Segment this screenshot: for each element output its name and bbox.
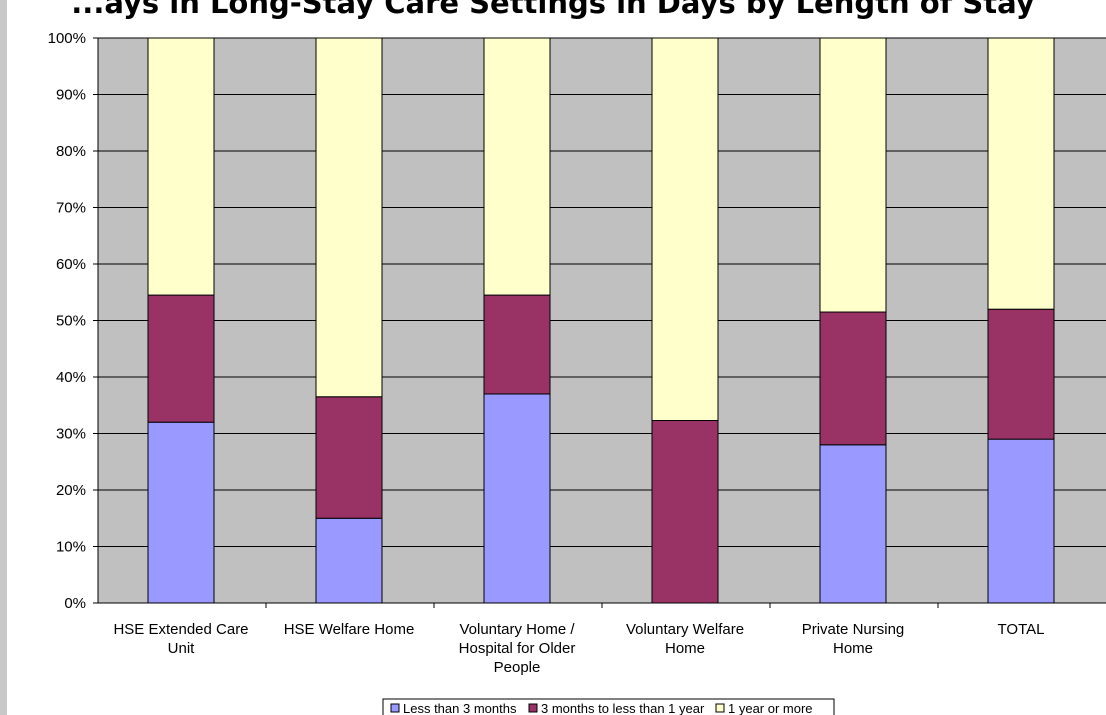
bar-segment <box>987 438 1055 604</box>
legend-label: 3 months to less than 1 year <box>541 701 705 715</box>
y-tick-label: 80% <box>56 143 86 160</box>
legend-label: 1 year or more <box>728 701 813 715</box>
x-category-label: HSE Extended Care <box>113 621 248 638</box>
bar-segment <box>819 311 887 446</box>
bar-segment <box>987 37 1055 310</box>
y-tick-label: 60% <box>56 256 86 273</box>
bar-segment <box>819 444 887 604</box>
chart-title: ...ays in Long-Stay Care Settings in Day… <box>71 0 1035 20</box>
legend-label: Less than 3 months <box>403 701 517 715</box>
x-category-label: TOTAL <box>998 621 1045 638</box>
bar-segment <box>315 517 383 604</box>
y-tick-label: 100% <box>48 30 86 47</box>
y-tick-label: 50% <box>56 313 86 330</box>
y-tick-label: 30% <box>56 426 86 443</box>
x-category-label: Home <box>833 640 873 657</box>
y-tick-label: 20% <box>56 482 86 499</box>
bar-segment <box>147 294 215 423</box>
x-category-label: People <box>494 659 541 676</box>
bar-segment <box>987 308 1055 440</box>
legend-swatch <box>528 703 538 713</box>
bar-segment <box>651 37 719 422</box>
y-tick-label: 40% <box>56 369 86 386</box>
x-category-label: HSE Welfare Home <box>284 621 415 638</box>
bar-segment <box>147 421 215 604</box>
x-category-label: Unit <box>168 640 196 657</box>
y-tick-label: 70% <box>56 200 86 217</box>
bar-segment <box>483 37 551 296</box>
y-tick-label: 90% <box>56 87 86 104</box>
bar-segment <box>147 37 215 296</box>
y-tick-label: 0% <box>64 595 86 612</box>
bar-segment <box>483 294 551 395</box>
bar-segment <box>315 37 383 398</box>
x-category-label: Hospital for Older <box>459 640 576 657</box>
window-left-border <box>0 0 7 715</box>
bar-segment <box>819 37 887 313</box>
x-category-label: Voluntary Welfare <box>626 621 744 638</box>
legend-swatch <box>390 703 400 713</box>
legend-swatch <box>715 703 725 713</box>
bar-segment <box>651 420 719 604</box>
x-category-label: Home <box>665 640 705 657</box>
x-category-label: Private Nursing <box>802 621 905 638</box>
y-tick-label: 10% <box>56 539 86 556</box>
bar-segment <box>483 393 551 604</box>
x-category-label: Voluntary Home / <box>459 621 575 638</box>
bar-segment <box>315 396 383 519</box>
